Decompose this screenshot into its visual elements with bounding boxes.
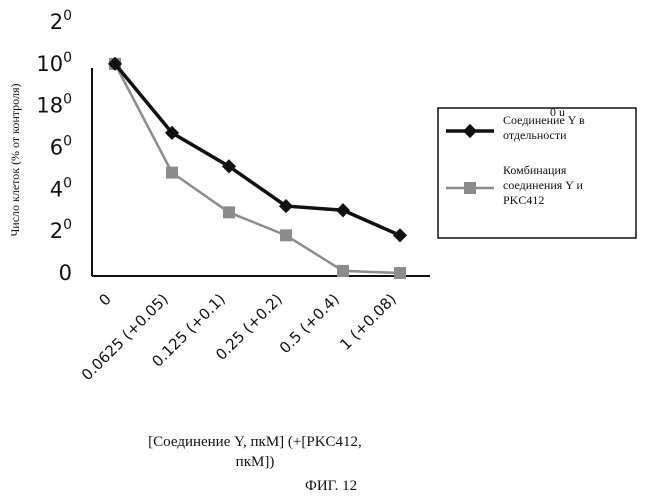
- x-tick-label: 0: [95, 290, 114, 309]
- chart: Число клеток (% от контроля) 20 100 180 60 4…: [0, 0, 648, 500]
- y-tick-label: 0: [59, 261, 72, 285]
- x-tick-labels: 00.0625 (+0.05)0.125 (+0.1)0.25 (+0.2)0.…: [78, 290, 400, 384]
- x-axis-label-line-1: [Соединение Y, пкМ] (+[PKC412,: [148, 434, 362, 450]
- data-point-diamond: [393, 228, 407, 242]
- data-point-square: [337, 265, 349, 277]
- y-tick-label: 40: [50, 175, 72, 201]
- x-axis-label-line-2: пкМ]): [236, 454, 275, 470]
- x-axis-label: [Соединение Y, пкМ] (+[PKC412, пкМ]): [110, 432, 400, 472]
- x-tick-label: 0.0625 (+0.05): [78, 290, 172, 384]
- x-tick-label: 0.5 (+0.4): [276, 290, 343, 357]
- x-tick-label: 1 (+0.08): [336, 290, 400, 354]
- series-line-1: [115, 64, 400, 236]
- y-tick-label: 20: [50, 217, 72, 243]
- y-axis-label: Число клеток (% от контроля): [8, 83, 22, 236]
- y-tick-label: 60: [50, 134, 72, 160]
- y-tick-labels: 20 100 180 60 40 20 0: [36, 8, 72, 285]
- data-point-square: [394, 267, 406, 279]
- y-tick-label: 20: [50, 8, 72, 34]
- plot-area: [108, 57, 407, 279]
- data-point-square: [280, 229, 292, 241]
- y-tick-label: 100: [36, 50, 72, 76]
- legend-marker-series-2: [464, 182, 476, 194]
- legend: 0 u Соединение Y вотдельности Комбинация…: [438, 105, 636, 238]
- data-point-square: [166, 167, 178, 179]
- data-point-square: [223, 206, 235, 218]
- figure-caption: ФИГ. 12: [305, 478, 357, 495]
- data-point-diamond: [336, 203, 350, 217]
- series-line-2: [115, 64, 400, 273]
- y-tick-label: 180: [36, 92, 72, 118]
